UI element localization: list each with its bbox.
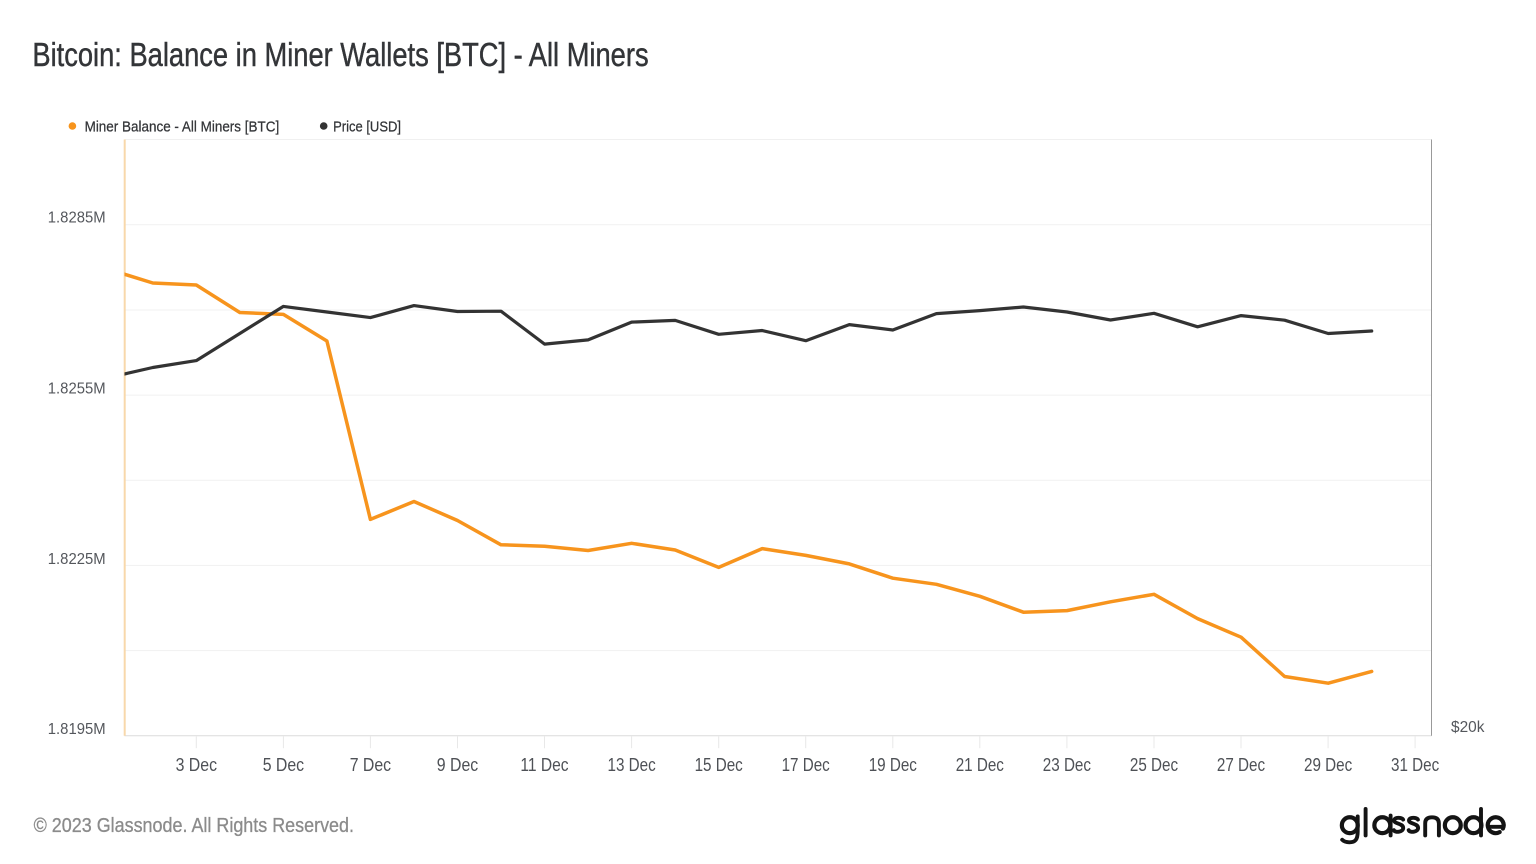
svg-text:25 Dec: 25 Dec: [1130, 755, 1178, 775]
svg-text:31 Dec: 31 Dec: [1391, 755, 1439, 775]
svg-text:3 Dec: 3 Dec: [176, 755, 217, 775]
svg-text:15 Dec: 15 Dec: [695, 755, 743, 775]
svg-text:1.8195M: 1.8195M: [48, 721, 106, 738]
svg-text:1.8225M: 1.8225M: [48, 551, 106, 568]
svg-text:21 Dec: 21 Dec: [956, 755, 1004, 775]
svg-text:1.8285M: 1.8285M: [48, 210, 106, 227]
svg-text:9 Dec: 9 Dec: [437, 755, 478, 775]
svg-text:Miner Balance - All Miners [BT: Miner Balance - All Miners [BTC]: [85, 120, 280, 136]
svg-text:13 Dec: 13 Dec: [608, 755, 656, 775]
svg-text:Bitcoin: Balance in Miner Wall: Bitcoin: Balance in Miner Wallets [BTC] …: [32, 36, 648, 73]
svg-text:© 2023 Glassnode. All Rights R: © 2023 Glassnode. All Rights Reserved.: [34, 814, 354, 837]
svg-text:19 Dec: 19 Dec: [869, 755, 917, 775]
svg-text:11 Dec: 11 Dec: [520, 755, 568, 775]
svg-text:7 Dec: 7 Dec: [350, 755, 391, 775]
svg-text:23 Dec: 23 Dec: [1043, 755, 1091, 775]
svg-text:27 Dec: 27 Dec: [1217, 755, 1265, 775]
svg-text:$20k: $20k: [1451, 719, 1485, 736]
svg-text:17 Dec: 17 Dec: [782, 755, 830, 775]
svg-text:5 Dec: 5 Dec: [263, 755, 304, 775]
svg-text:Price [USD]: Price [USD]: [333, 120, 401, 136]
svg-text:29 Dec: 29 Dec: [1304, 755, 1352, 775]
svg-text:1.8255M: 1.8255M: [48, 381, 106, 398]
